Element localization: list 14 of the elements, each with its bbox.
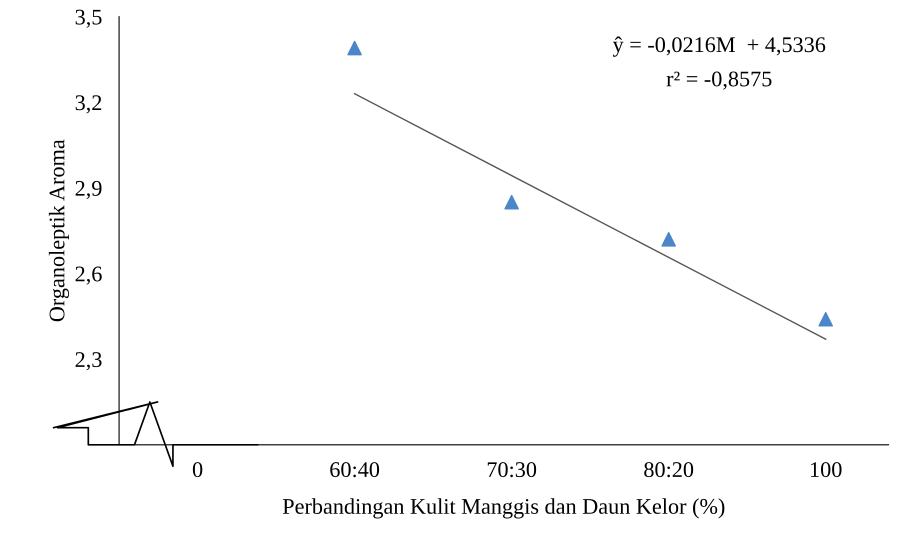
y-axis-title: Organoleptik Aroma [48,140,70,322]
y-tick-label: 2,3 [76,352,102,370]
x-tick-label: 0 [192,462,202,478]
y-tick-label: 2,9 [76,180,102,200]
annotation: ŷ = -0,0216M + 4,5336 [612,36,826,57]
x-tick-label: 70:30 [488,462,536,478]
x-tick-label: 60:40 [330,462,380,478]
x-tick-label: 100 [810,462,842,478]
annotation: r² = -0,8575 [666,71,772,90]
x-tick-label: 80:20 [644,462,694,478]
y-tick-label: 2,6 [76,266,102,285]
y-tick-label: 3,5 [76,10,102,28]
y-tick-label: 3,2 [76,95,102,114]
x-axis-title: Perbandingan Kulit Manggis dan Daun Kelor (%) [282,498,724,518]
